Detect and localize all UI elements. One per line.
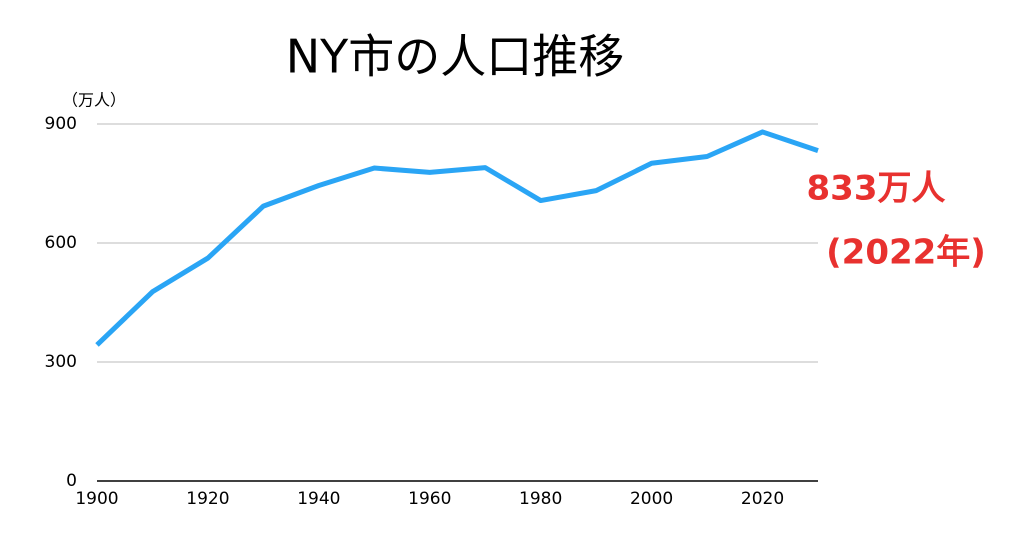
x-tick-label: 1900 (75, 489, 118, 509)
x-tick-label: 2020 (741, 489, 784, 509)
x-tick-label: 1980 (519, 489, 562, 509)
chart-title: NY市の人口推移 (286, 30, 625, 84)
x-tick-label: 1940 (297, 489, 340, 509)
x-tick-label: 1960 (408, 489, 451, 509)
y-tick-label: 600 (45, 233, 77, 253)
annotation: (2022年) (826, 233, 986, 273)
x-tick-label: 1920 (186, 489, 229, 509)
y-axis-label: （万人） (62, 91, 126, 110)
y-tick-label: 900 (45, 114, 77, 134)
y-tick-label: 0 (66, 471, 77, 491)
annotation: 833万人 (807, 169, 946, 209)
line (95, 129, 819, 347)
x-tick-label: 2000 (630, 489, 673, 509)
y-tick-label: 300 (45, 352, 77, 372)
